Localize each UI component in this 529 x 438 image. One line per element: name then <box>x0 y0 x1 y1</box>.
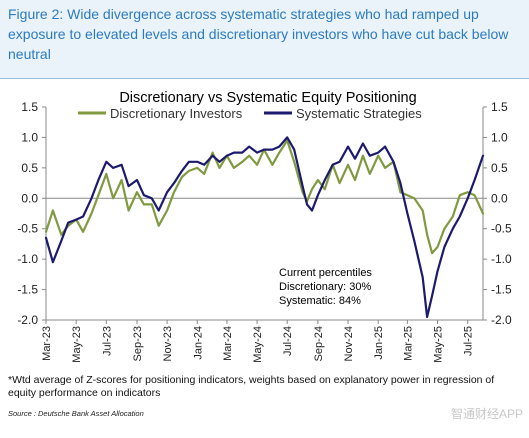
figure-title: Figure 2: Wide divergence across systema… <box>8 6 509 62</box>
x-tick-label: Nov-23 <box>162 326 174 361</box>
x-tick-label: Sep-23 <box>132 326 144 361</box>
watermark: 智通财经APP <box>450 407 523 421</box>
y-tick-label-left: 1.5 <box>21 100 38 114</box>
y-tick-label-right: 1.0 <box>491 130 508 144</box>
x-tick-label: May-25 <box>433 326 445 363</box>
x-tick-label: Jan-25 <box>373 326 385 360</box>
y-tick-label-right: -2.0 <box>491 313 512 327</box>
y-tick-label-right: 0.5 <box>491 161 508 175</box>
y-tick-label-left: 0.5 <box>21 161 38 175</box>
legend: Discretionary Investors Systematic Strat… <box>78 106 422 121</box>
y-tick-label-left: 1.0 <box>21 130 38 144</box>
x-tick-label: Jul-24 <box>282 326 294 356</box>
y-tick-label-left: 0.0 <box>21 191 38 205</box>
y-tick-label-left: -1.0 <box>17 252 38 266</box>
x-tick-label: Jul-25 <box>463 326 475 356</box>
discretionary-investors-line <box>44 139 485 255</box>
axes: 1.5 1.5 1.0 1.0 0.5 0.5 0.0 0.0 -0.5 -0.5 -1.0 -1.0… <box>17 100 512 363</box>
annotation-discretionary: Discretionary: 30% <box>279 281 372 293</box>
y-tick-label-left: -0.5 <box>17 222 38 236</box>
x-tick-label: Mar-23 <box>41 326 53 361</box>
y-tick-label-left: -1.5 <box>17 283 38 297</box>
y-tick-label-right: -1.5 <box>491 283 512 297</box>
legend-label-discretionary: Discretionary Investors <box>110 106 243 121</box>
x-tick-label: Nov-24 <box>343 326 355 361</box>
annotation-systematic: Systematic: 84% <box>279 295 361 307</box>
x-tick-label: Jul-23 <box>101 326 113 356</box>
x-tick-label: May-23 <box>71 326 83 363</box>
legend-label-systematic: Systematic Strategies <box>296 106 422 121</box>
x-tick-label: May-24 <box>252 326 264 363</box>
series-layer <box>44 136 485 319</box>
y-tick-label-right: -1.0 <box>491 252 512 266</box>
y-tick-label-left: -2.0 <box>17 313 38 327</box>
x-tick-label: Sep-24 <box>313 326 325 361</box>
x-tick-label: Mar-25 <box>402 326 414 361</box>
annotation-heading: Current percentiles <box>279 267 372 279</box>
x-tick-label: Mar-24 <box>222 326 234 361</box>
positioning-chart: Discretionary vs Systematic Equity Posit… <box>17 90 512 363</box>
source-note: Source : Deutsche Bank Asset Allocation <box>8 409 144 418</box>
footnote: *Wtd average of Z-scores for positioning… <box>8 374 495 399</box>
y-tick-label-right: 0.0 <box>491 191 508 205</box>
x-tick-label: Jan-24 <box>192 326 204 360</box>
percentile-annotation: Current percentiles Discretionary: 30% S… <box>279 267 372 307</box>
y-tick-label-right: 1.5 <box>491 100 508 114</box>
y-tick-label-right: -0.5 <box>491 222 512 236</box>
systematic-strategies-line <box>44 136 485 319</box>
figure-header: Figure 2: Wide divergence across systema… <box>0 0 529 79</box>
chart-title: Discretionary vs Systematic Equity Posit… <box>119 90 416 106</box>
